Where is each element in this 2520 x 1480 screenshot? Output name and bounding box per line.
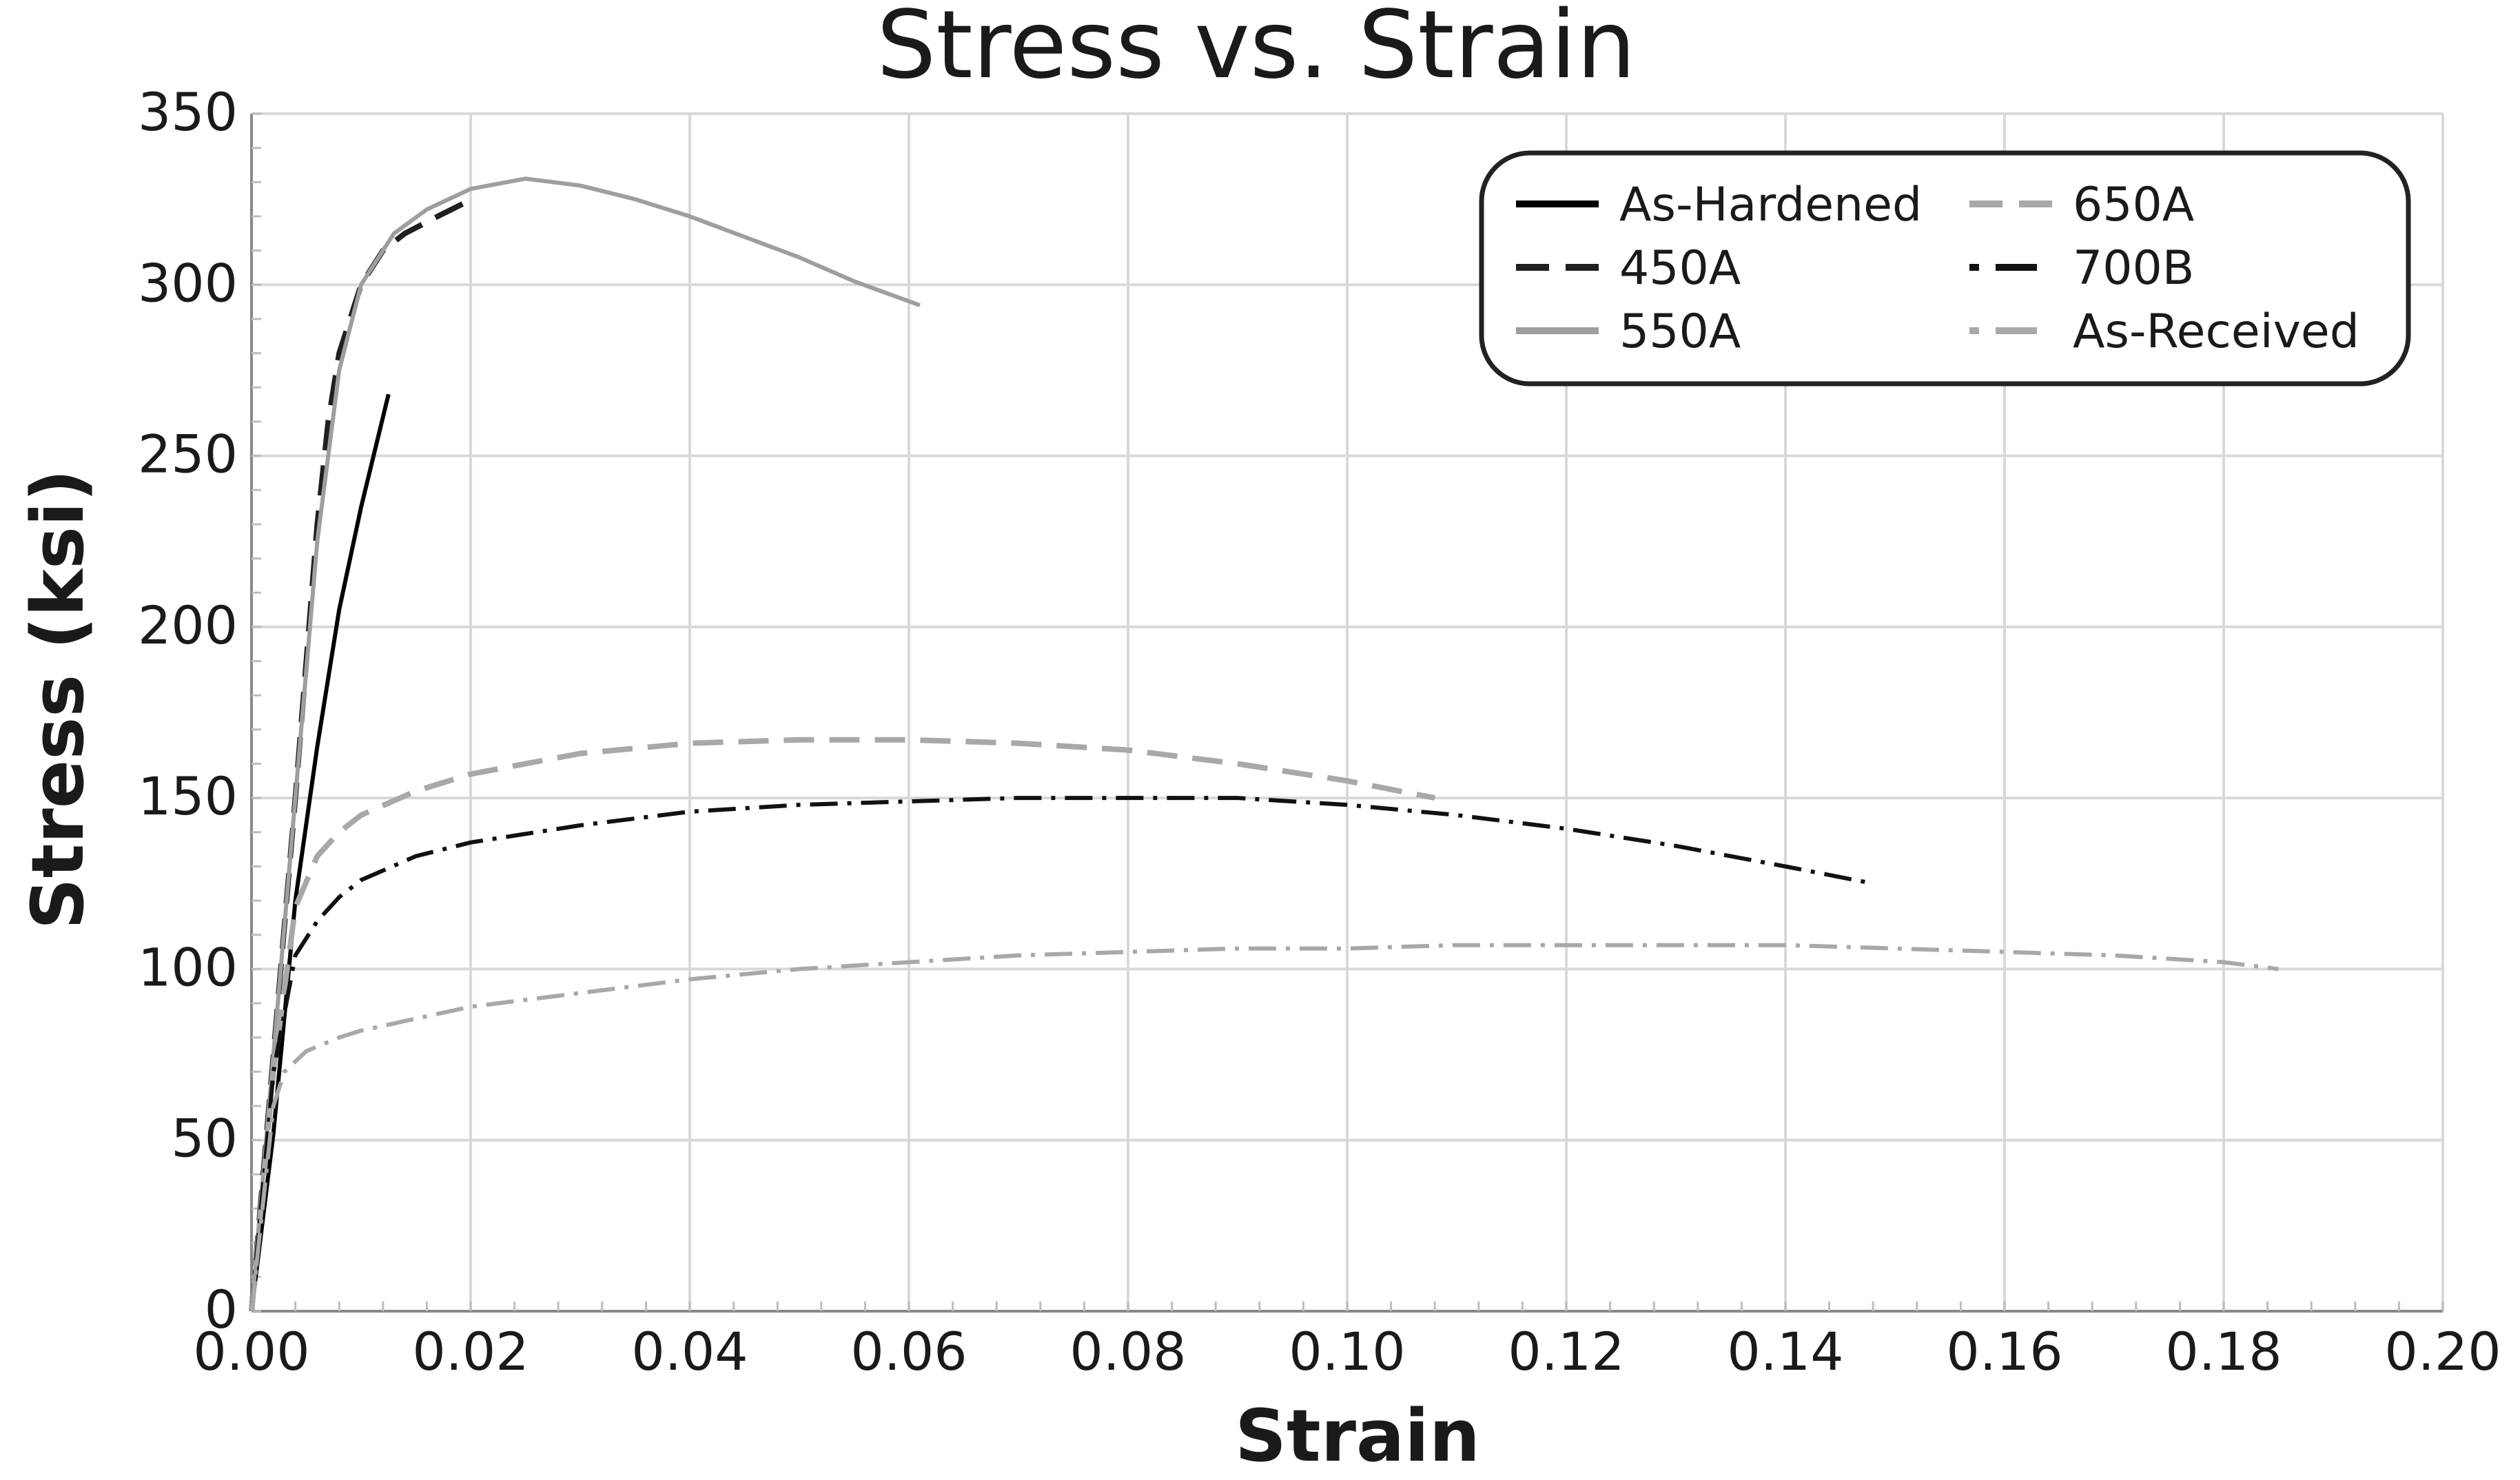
legend-label: 650A (2073, 178, 2194, 232)
x-tick-label: 0.10 (1289, 1321, 1405, 1382)
legend-label: 550A (1619, 305, 1741, 359)
x-tick-label: 0.16 (1946, 1321, 2062, 1382)
y-tick-label: 50 (171, 1108, 238, 1169)
x-tick-label: 0.02 (412, 1321, 529, 1382)
x-tick-label: 0.06 (850, 1321, 967, 1382)
chart-title: Stress vs. Strain (877, 0, 1636, 100)
y-tick-label: 0 (205, 1279, 238, 1340)
y-tick-label: 300 (138, 252, 238, 314)
legend-box (1479, 150, 2411, 387)
y-tick-labels: 0 50 100 150 200 250 300 350 (138, 81, 238, 1340)
series-line-as-received (249, 943, 2279, 1312)
y-tick-label: 150 (138, 765, 238, 827)
x-tick-label: 0.14 (1727, 1321, 1843, 1382)
y-tick-label: 250 (138, 424, 238, 485)
x-tick-label: 0.18 (2165, 1321, 2282, 1382)
y-axis-title: Stress (ksi) (16, 469, 100, 929)
legend-label: As-Received (2073, 305, 2359, 359)
y-tick-label: 100 (138, 936, 238, 998)
legend-label: 700B (2073, 241, 2194, 296)
y-tick-label: 350 (138, 81, 238, 143)
x-tick-label: 0.12 (1508, 1321, 1624, 1382)
x-tick-label: 0.08 (1069, 1321, 1186, 1382)
x-tick-label: 0.00 (193, 1321, 309, 1382)
series-line-550a (249, 176, 921, 1312)
series-line-700b (249, 796, 1874, 1312)
legend: As-Hardened 450A 550A 650A 700B As-Received (1479, 150, 2411, 387)
legend-label: As-Hardened (1619, 178, 1922, 232)
y-tick-label: 200 (138, 595, 238, 656)
series-line-as-hardened (249, 393, 391, 1312)
x-tick-label: 0.20 (2384, 1321, 2501, 1382)
data-series (249, 176, 2279, 1312)
x-tick-labels: 0.00 0.02 0.04 0.06 0.08 0.10 0.12 0.14 0.16 0.18… (193, 1321, 2501, 1382)
x-axis-title: Strain (1235, 1394, 1480, 1478)
legend-label: 450A (1619, 241, 1741, 296)
x-tick-label: 0.04 (631, 1321, 748, 1382)
